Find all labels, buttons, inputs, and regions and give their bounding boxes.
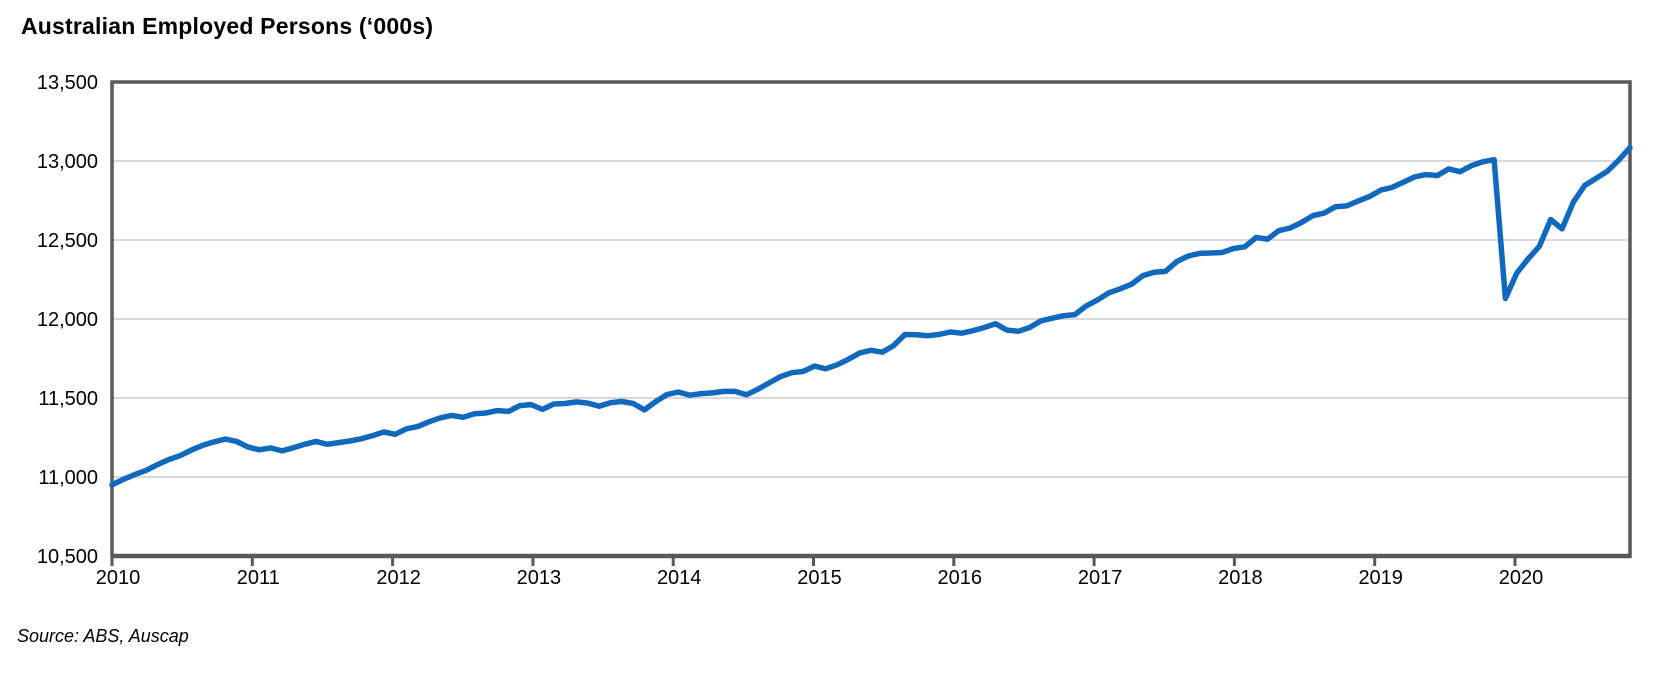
x-axis-tick-label: 2015 [797,567,842,589]
y-axis-tick-label: 12,000 [37,309,98,331]
employment-data-line [109,144,1633,488]
y-axis-tick-label: 11,500 [38,388,98,410]
y-axis-tick-label: 13,000 [37,151,98,173]
x-axis-tick-label: 2010 [96,567,141,589]
x-axis-tick-label: 2012 [376,567,421,589]
x-axis-tick-label: 2011 [237,567,280,589]
chart-title: Australian Employed Persons (‘000s) [21,13,434,39]
source-note: Source: ABS, Auscap [17,626,189,646]
x-axis-tick-label: 2017 [1078,567,1123,589]
x-axis-tick-label: 2014 [657,567,702,589]
y-axis-tick-label: 13,500 [37,72,98,94]
x-axis-tick-label: 2013 [517,567,562,589]
x-axis-tick-label: 2019 [1358,567,1403,589]
y-axis-tick-label: 11,000 [38,467,98,489]
x-axis-tick-label: 2016 [938,567,983,589]
y-axis-tick-label: 10,500 [37,546,98,568]
x-axis-tick-label: 2020 [1499,567,1544,589]
x-axis-tick-label: 2018 [1218,567,1263,589]
y-axis-tick-label: 12,500 [37,230,98,252]
